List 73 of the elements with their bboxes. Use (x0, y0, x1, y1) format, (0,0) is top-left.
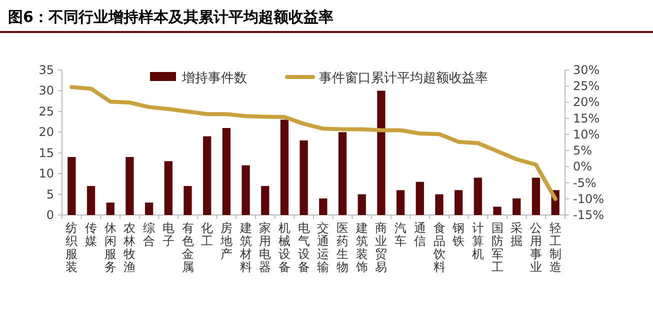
line-series (70, 85, 558, 201)
x-tick-label: 通信 (414, 221, 426, 248)
x-tick-label: 建筑装饰 (354, 221, 368, 274)
y2-tick-label: 20% (573, 95, 600, 110)
x-tick-label: 交通运输 (317, 221, 330, 274)
x-tick-label: 采掘 (510, 221, 523, 248)
bar (416, 182, 424, 215)
x-tick-label: 汽车 (394, 221, 407, 248)
bar (242, 165, 250, 215)
x-tick-label: 综合 (143, 221, 156, 248)
bar (300, 140, 308, 215)
x-tick-label: 轻工制造 (549, 221, 562, 274)
bar (280, 120, 289, 215)
bar (126, 157, 134, 215)
x-tick-label: 农林牧渔 (122, 221, 136, 274)
bar (454, 190, 463, 215)
y-tick-label: 5 (46, 187, 54, 202)
y2-tick-label: -5% (573, 176, 596, 190)
y2-tick-label: -10% (573, 192, 604, 206)
bar (435, 194, 444, 215)
x-tick-label: 化工 (201, 221, 214, 248)
bar (377, 90, 386, 215)
x-tick-label: 商业贸易 (375, 221, 388, 274)
x-tick-label: 房地产 (219, 221, 232, 261)
x-tick-label: 休闲服务 (104, 221, 116, 274)
x-tick-label: 电气设备 (298, 221, 310, 274)
x-tick-label: 建筑材料 (238, 221, 252, 274)
y-tick-label: 35 (38, 63, 54, 77)
y-tick-label: 30 (38, 84, 54, 98)
bar (474, 178, 482, 215)
bar (261, 186, 270, 215)
y-tick-label: 10 (38, 166, 54, 181)
bar (532, 178, 540, 215)
y2-tick-label: 15% (573, 111, 600, 126)
x-tick-label: 纺织服装 (66, 221, 78, 274)
bar (396, 190, 405, 215)
y-tick-label: 20 (38, 125, 54, 140)
x-tick-label: 电子 (162, 221, 174, 248)
x-tick-label: 有色金属 (182, 221, 194, 274)
y2-tick-label: 0% (573, 160, 592, 174)
x-tick-label: 医药生物 (336, 221, 349, 274)
bar (358, 194, 366, 215)
bar (68, 157, 76, 215)
bar (144, 202, 154, 215)
x-tick-label: 公用事业 (530, 221, 542, 274)
y2-tick-label: 10% (573, 127, 600, 142)
bar (338, 132, 347, 215)
bar (319, 198, 328, 215)
legend-label: 事件窗口累计平均超额收益率 (319, 70, 488, 86)
y2-tick-label: 30% (573, 63, 600, 77)
bar (222, 128, 231, 215)
bar (493, 206, 502, 215)
legend-label: 增持事件数 (181, 71, 247, 86)
x-tick-label: 机械设备 (278, 221, 290, 274)
x-tick-label: 钢铁 (452, 221, 465, 248)
y-tick-label: 0 (46, 208, 54, 222)
bar (86, 186, 96, 215)
x-tick-label: 家用电器 (259, 221, 272, 274)
x-tick-label: 食品饮料 (432, 221, 446, 274)
x-tick-label: 传媒 (85, 221, 98, 248)
y2-tick-label: -15% (573, 208, 604, 222)
x-tick-label: 计算机 (472, 221, 484, 261)
x-tick-label: 国防军工 (491, 221, 504, 274)
bar (512, 198, 521, 215)
bar (203, 136, 212, 215)
bar (164, 161, 172, 215)
bar (184, 186, 192, 215)
bar (106, 202, 114, 215)
chart-title: 图6：不同行业增持样本及其累计平均超额收益率 (8, 8, 334, 26)
y-tick-label: 25 (38, 104, 54, 118)
y2-tick-label: 5% (573, 144, 592, 158)
y-tick-label: 15 (38, 146, 54, 160)
y2-tick-label: 25% (573, 79, 600, 94)
